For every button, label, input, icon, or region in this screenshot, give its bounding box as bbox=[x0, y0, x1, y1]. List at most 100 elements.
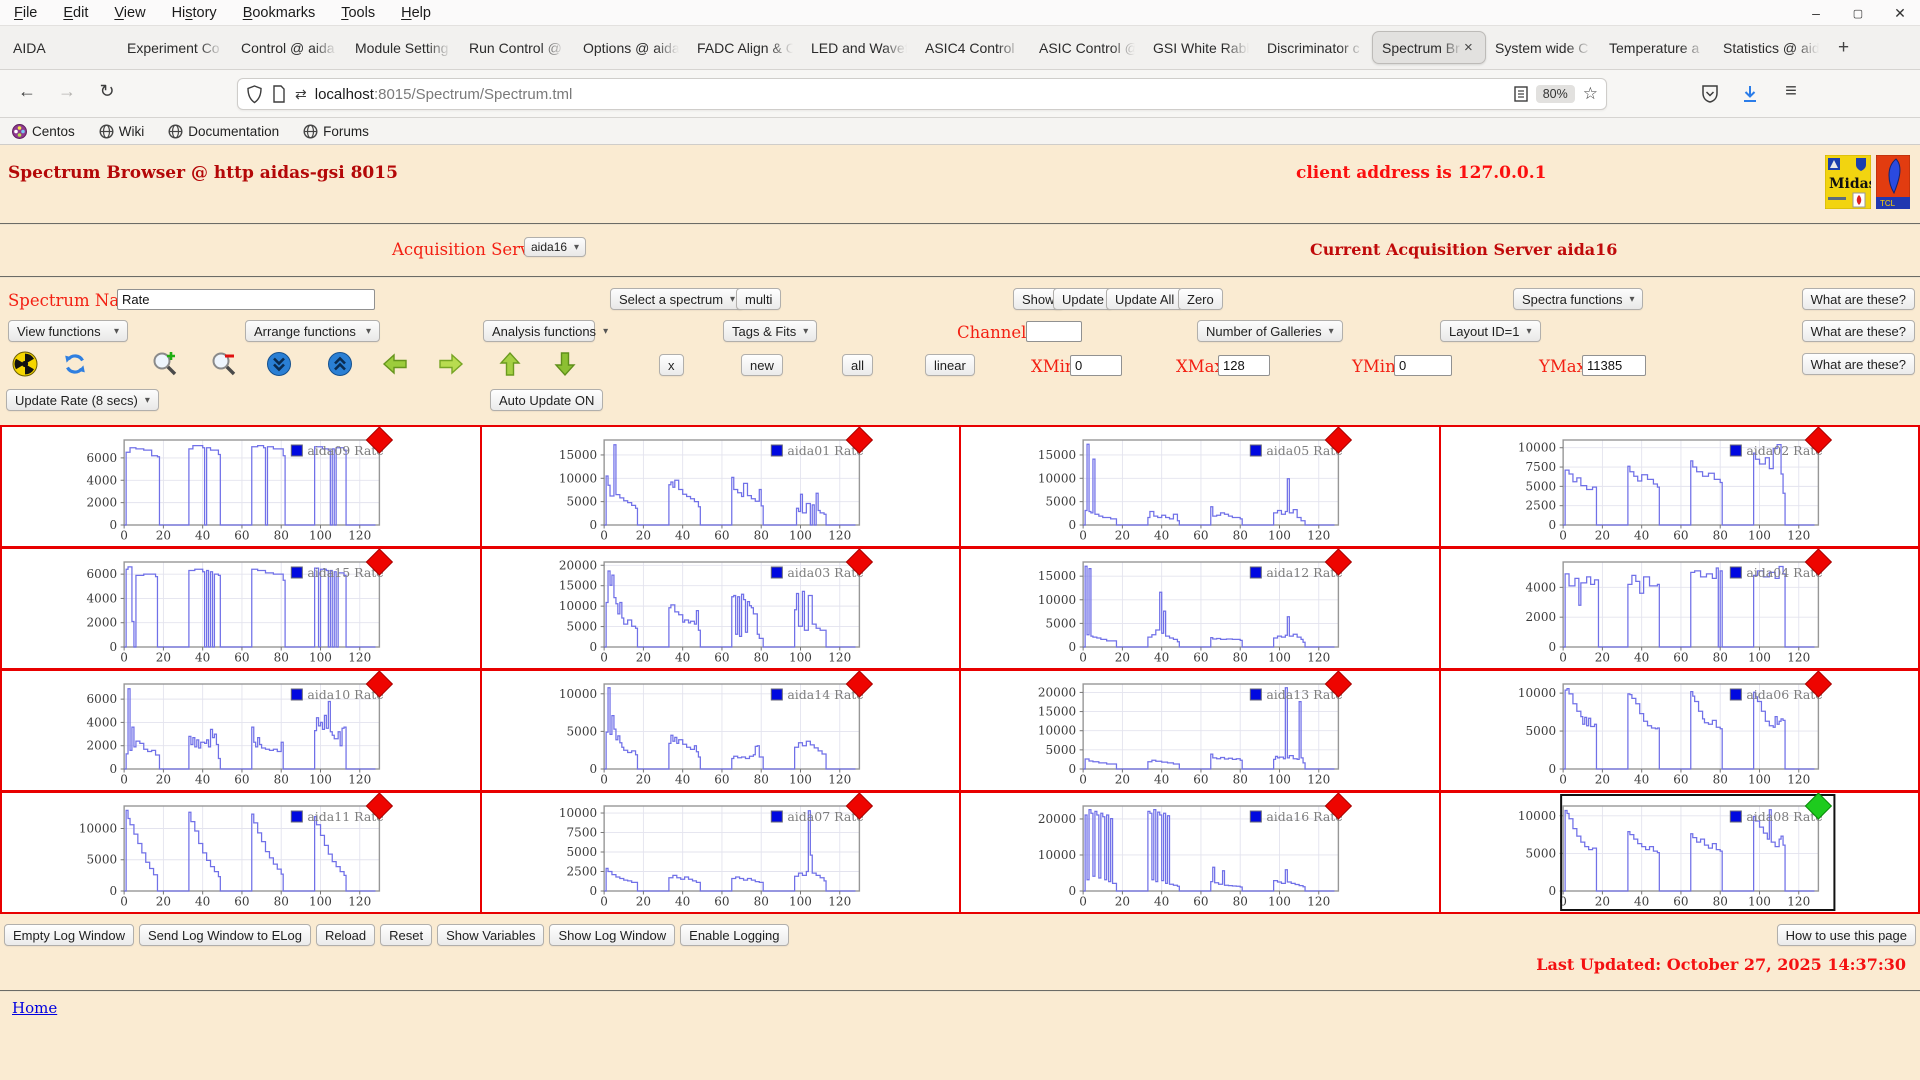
tab-experiment-co[interactable]: Experiment Co bbox=[118, 31, 232, 64]
spectrum-plot-aida07[interactable]: 0 20 40 60 80 100 120 0 2500 5000 7500 10000 aida07 … bbox=[481, 793, 959, 912]
what-are-these-button-3[interactable]: What are these? bbox=[1801, 353, 1915, 375]
tab-discriminator-c[interactable]: Discriminator c bbox=[1258, 31, 1372, 64]
refresh-icon[interactable] bbox=[62, 351, 88, 377]
reload-button[interactable]: Reload bbox=[315, 924, 376, 946]
number-of-galleries-dropdown[interactable]: Number of Galleries ▾ bbox=[1197, 320, 1343, 342]
gallery-marker-diamond[interactable] bbox=[365, 793, 394, 820]
reload-icon[interactable]: ↻ bbox=[99, 81, 115, 101]
reader-mode-icon[interactable] bbox=[1514, 86, 1528, 102]
update-rate-dropdown[interactable]: Update Rate (8 secs) ▾ bbox=[6, 389, 159, 411]
tab-module-setting[interactable]: Module Setting bbox=[346, 31, 460, 64]
zoom-in-icon[interactable] bbox=[152, 351, 178, 377]
gallery-marker-diamond[interactable] bbox=[1804, 793, 1832, 820]
what-are-these-button-1[interactable]: What are these? bbox=[1801, 288, 1915, 310]
arrange-functions-dropdown[interactable]: Arrange functions ▾ bbox=[245, 320, 380, 342]
tab-asic4-control[interactable]: ASIC4 Control bbox=[916, 31, 1030, 64]
gallery-marker-diamond[interactable] bbox=[845, 671, 873, 698]
permissions-icon[interactable]: ⇄ bbox=[295, 85, 307, 102]
ymax-input[interactable] bbox=[1582, 355, 1646, 376]
bookmark-forums[interactable]: Forums bbox=[303, 124, 369, 139]
arrow-right-icon[interactable] bbox=[438, 351, 464, 377]
what-are-these-button-2[interactable]: What are these? bbox=[1801, 320, 1915, 342]
spectrum-plot-aida11[interactable]: 0 20 40 60 80 100 120 0 5000 10000 aida11 Rate bbox=[2, 793, 480, 912]
menu-history[interactable]: History bbox=[171, 4, 217, 21]
spectrum-plot-aida01[interactable]: 0 20 40 60 80 100 120 0 5000 10000 15000 aida01 Rat… bbox=[481, 427, 959, 546]
bookmark-documentation[interactable]: Documentation bbox=[168, 124, 279, 139]
arrow-down-icon[interactable] bbox=[552, 351, 578, 377]
channel-input[interactable] bbox=[1026, 321, 1082, 342]
minimize-icon[interactable]: – bbox=[1812, 5, 1820, 21]
tab-fadc-align-c[interactable]: FADC Align & C bbox=[688, 31, 802, 64]
spectrum-plot-aida12[interactable]: 0 20 40 60 80 100 120 0 5000 10000 15000 aida12 Rat… bbox=[961, 549, 1439, 668]
analysis-functions-dropdown[interactable]: Analysis functions ▾ bbox=[483, 320, 608, 342]
show-variables-button[interactable]: Show Variables bbox=[437, 924, 545, 946]
tab-temperature-a[interactable]: Temperature a bbox=[1600, 31, 1714, 64]
shield-icon[interactable] bbox=[246, 84, 263, 104]
spectrum-plot-aida14[interactable]: 0 20 40 60 80 100 120 0 5000 10000 aida14 Rate bbox=[481, 671, 959, 790]
zero-button[interactable]: Zero bbox=[1178, 288, 1223, 310]
gallery-marker-diamond[interactable] bbox=[365, 427, 394, 454]
gallery-marker-diamond[interactable] bbox=[1324, 671, 1353, 698]
spectrum-plot-aida03[interactable]: 0 20 40 60 80 100 120 0 5000 10000 15000 20000 aida0… bbox=[481, 549, 959, 668]
spectrum-plot-aida04[interactable]: 0 20 40 60 80 100 120 0 2000 4000 aida04 Rate bbox=[1440, 549, 1918, 668]
show-button[interactable]: Show bbox=[1013, 288, 1064, 310]
collapse-up-icon[interactable] bbox=[327, 351, 353, 377]
bookmark-star-icon[interactable]: ☆ bbox=[1582, 84, 1598, 103]
new-tab-button[interactable]: + bbox=[1838, 36, 1850, 58]
select-spectrum-dropdown[interactable]: Select a spectrum ▾ bbox=[610, 288, 745, 310]
view-functions-dropdown[interactable]: View functions ▾ bbox=[8, 320, 128, 342]
tab-close-icon[interactable]: × bbox=[1464, 39, 1473, 56]
ymin-input[interactable] bbox=[1394, 355, 1452, 376]
tab-system-wide-c[interactable]: System wide C bbox=[1486, 31, 1600, 64]
gallery-marker-diamond[interactable] bbox=[1324, 427, 1353, 454]
gallery-marker-diamond[interactable] bbox=[845, 549, 873, 576]
close-icon[interactable]: ✕ bbox=[1894, 4, 1906, 21]
maximize-icon[interactable]: ▢ bbox=[1852, 7, 1864, 20]
address-bar[interactable]: ⇄ localhost:8015/Spectrum/Spectrum.tml 8… bbox=[237, 78, 1607, 110]
new-button[interactable]: new bbox=[741, 354, 783, 376]
url-text[interactable]: localhost:8015/Spectrum/Spectrum.tml bbox=[315, 86, 1514, 103]
spectrum-plot-aida13[interactable]: 0 20 40 60 80 100 120 0 5000 10000 15000 20000 aida1… bbox=[961, 671, 1439, 790]
gallery-marker-diamond[interactable] bbox=[1324, 793, 1353, 820]
tab-spectrum-br[interactable]: Spectrum Br × bbox=[1372, 31, 1486, 64]
multi-button[interactable]: multi bbox=[736, 288, 782, 310]
hamburger-menu-icon[interactable]: ≡ bbox=[1785, 80, 1797, 102]
how-to-use-button[interactable]: How to use this page bbox=[1776, 924, 1916, 946]
gallery-marker-diamond[interactable] bbox=[1324, 549, 1353, 576]
menu-edit[interactable]: Edit bbox=[63, 4, 89, 21]
enable-logging-button[interactable]: Enable Logging bbox=[680, 924, 789, 946]
tab-gsi-white-rabb[interactable]: GSI White Rabb bbox=[1144, 31, 1258, 64]
bookmark-centos[interactable]: Centos bbox=[12, 123, 75, 139]
spectrum-name-input[interactable] bbox=[117, 289, 375, 310]
update-all-button[interactable]: Update All bbox=[1106, 288, 1184, 310]
downloads-icon[interactable] bbox=[1740, 83, 1760, 105]
zoom-out-icon[interactable] bbox=[211, 351, 237, 377]
spectrum-plot-aida05[interactable]: 0 20 40 60 80 100 120 0 5000 10000 15000 aida05 Rat… bbox=[961, 427, 1439, 546]
all-button[interactable]: all bbox=[842, 354, 874, 376]
send-log-window-to-elog-button[interactable]: Send Log Window to ELog bbox=[139, 924, 311, 946]
tab-control-aida[interactable]: Control @ aida bbox=[232, 31, 346, 64]
xmax-input[interactable] bbox=[1218, 355, 1270, 376]
page-icon[interactable] bbox=[272, 85, 286, 103]
xmin-input[interactable] bbox=[1070, 355, 1122, 376]
radiation-icon[interactable] bbox=[12, 351, 38, 377]
tab-run-control[interactable]: Run Control @ bbox=[460, 31, 574, 64]
spectrum-plot-aida02[interactable]: 0 20 40 60 80 100 120 0 2500 5000 7500 10000 aida02 … bbox=[1440, 427, 1918, 546]
tab-options-aida[interactable]: Options @ aida bbox=[574, 31, 688, 64]
gallery-marker-diamond[interactable] bbox=[365, 549, 394, 576]
gallery-marker-diamond[interactable] bbox=[1804, 427, 1832, 454]
gallery-marker-diamond[interactable] bbox=[1804, 671, 1832, 698]
zoom-level-badge[interactable]: 80% bbox=[1535, 85, 1575, 103]
back-icon[interactable]: ← bbox=[18, 81, 36, 101]
forward-icon[interactable]: → bbox=[58, 81, 76, 101]
auto-update-button[interactable]: Auto Update ON bbox=[490, 389, 604, 411]
x-button[interactable]: x bbox=[659, 354, 684, 376]
pocket-icon[interactable] bbox=[1700, 83, 1720, 105]
spectrum-plot-aida08[interactable]: 0 20 40 60 80 100 120 0 5000 10000 aida08 Rate bbox=[1440, 793, 1918, 912]
update-button[interactable]: Update bbox=[1053, 288, 1113, 310]
collapse-down-icon[interactable] bbox=[266, 351, 292, 377]
tab-statistics-aid[interactable]: Statistics @ aid bbox=[1714, 31, 1828, 64]
spectrum-plot-aida06[interactable]: 0 20 40 60 80 100 120 0 5000 10000 aida06 Rate bbox=[1440, 671, 1918, 790]
gallery-marker-diamond[interactable] bbox=[845, 793, 873, 820]
spectrum-plot-aida16[interactable]: 0 20 40 60 80 100 120 0 10000 20000 aida16 Rate bbox=[961, 793, 1439, 912]
